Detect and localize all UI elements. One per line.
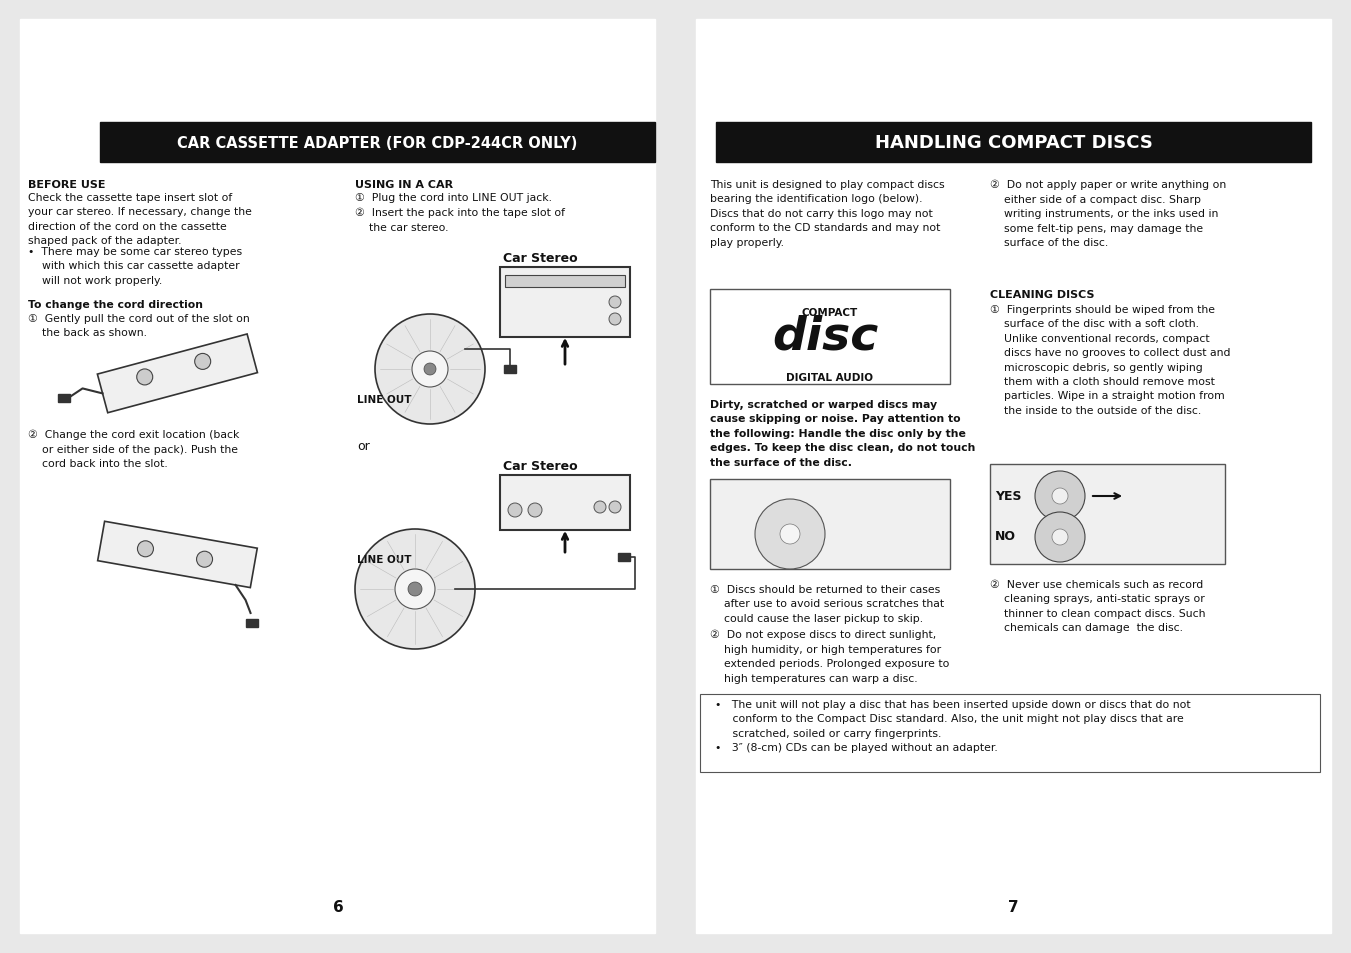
Text: ②  Never use chemicals such as record
    cleaning sprays, anti-static sprays or: ② Never use chemicals such as record cle… xyxy=(990,579,1205,633)
Bar xyxy=(246,619,258,627)
Bar xyxy=(990,464,1225,564)
Text: •   The unit will not play a disc that has been inserted upside down or discs th: • The unit will not play a disc that has… xyxy=(708,700,1190,753)
Circle shape xyxy=(136,370,153,386)
Text: YES: YES xyxy=(994,490,1021,502)
Text: ②  Do not expose discs to direct sunlight,
    high humidity, or high temperatur: ② Do not expose discs to direct sunlight… xyxy=(711,629,950,683)
Circle shape xyxy=(508,503,521,517)
Text: •  There may be some car stereo types
    with which this car cassette adapter
 : • There may be some car stereo types wit… xyxy=(28,247,242,286)
Text: BEFORE USE: BEFORE USE xyxy=(28,180,105,190)
Circle shape xyxy=(528,503,542,517)
Bar xyxy=(700,695,1320,772)
Circle shape xyxy=(780,524,800,544)
Text: NO: NO xyxy=(994,530,1016,542)
Text: LINE OUT: LINE OUT xyxy=(357,555,412,564)
Text: This unit is designed to play compact discs
bearing the identification logo (bel: This unit is designed to play compact di… xyxy=(711,180,944,248)
Circle shape xyxy=(1035,472,1085,521)
Bar xyxy=(505,275,626,288)
Circle shape xyxy=(609,296,621,309)
Circle shape xyxy=(412,352,449,388)
Circle shape xyxy=(394,569,435,609)
Bar xyxy=(504,366,516,374)
Text: or: or xyxy=(357,439,370,453)
Text: Car Stereo: Car Stereo xyxy=(503,459,577,473)
Circle shape xyxy=(1035,513,1085,562)
Circle shape xyxy=(196,552,212,568)
Text: HANDLING COMPACT DISCS: HANDLING COMPACT DISCS xyxy=(874,133,1152,152)
Text: COMPACT: COMPACT xyxy=(802,308,858,317)
Text: ①  Fingerprints should be wiped from the
    surface of the disc with a soft clo: ① Fingerprints should be wiped from the … xyxy=(990,305,1231,416)
Text: USING IN A CAR: USING IN A CAR xyxy=(355,180,453,190)
Circle shape xyxy=(1052,489,1069,504)
Text: ①  Gently pull the cord out of the slot on
    the back as shown.: ① Gently pull the cord out of the slot o… xyxy=(28,314,250,338)
Bar xyxy=(711,479,950,569)
Bar xyxy=(696,20,1331,933)
Text: Dirty, scratched or warped discs may
cause skipping or noise. Pay attention to
t: Dirty, scratched or warped discs may cau… xyxy=(711,399,975,467)
Circle shape xyxy=(609,314,621,326)
Text: LINE OUT: LINE OUT xyxy=(357,395,412,405)
Text: CAR CASSETTE ADAPTER (FOR CDP-244CR ONLY): CAR CASSETTE ADAPTER (FOR CDP-244CR ONLY… xyxy=(177,135,578,151)
Bar xyxy=(617,554,630,561)
Text: ②  Do not apply paper or write anything on
    either side of a compact disc. Sh: ② Do not apply paper or write anything o… xyxy=(990,180,1227,248)
Bar xyxy=(20,20,655,933)
Polygon shape xyxy=(97,521,257,588)
Bar xyxy=(711,290,950,385)
Bar xyxy=(100,123,655,163)
Circle shape xyxy=(138,541,154,558)
Polygon shape xyxy=(97,335,258,414)
Bar xyxy=(500,268,630,337)
Text: To change the cord direction: To change the cord direction xyxy=(28,299,203,310)
Circle shape xyxy=(594,501,607,514)
Bar xyxy=(500,476,630,531)
Text: ②  Change the cord exit location (back
    or either side of the pack). Push the: ② Change the cord exit location (back or… xyxy=(28,430,239,469)
Circle shape xyxy=(355,530,476,649)
Circle shape xyxy=(755,499,825,569)
Text: ①  Discs should be returned to their cases
    after use to avoid serious scratc: ① Discs should be returned to their case… xyxy=(711,584,944,623)
Text: ①  Plug the cord into LINE OUT jack.
②  Insert the pack into the tape slot of
  : ① Plug the cord into LINE OUT jack. ② In… xyxy=(355,193,565,233)
Text: CLEANING DISCS: CLEANING DISCS xyxy=(990,290,1094,299)
Circle shape xyxy=(609,501,621,514)
Circle shape xyxy=(1052,530,1069,545)
Circle shape xyxy=(195,354,211,370)
Text: disc: disc xyxy=(771,314,878,359)
Text: DIGITAL AUDIO: DIGITAL AUDIO xyxy=(786,373,874,382)
Bar xyxy=(58,395,69,403)
Circle shape xyxy=(408,582,422,597)
Text: Check the cassette tape insert slot of
your car stereo. If necessary, change the: Check the cassette tape insert slot of y… xyxy=(28,193,251,246)
Circle shape xyxy=(376,314,485,424)
Text: 7: 7 xyxy=(1008,899,1019,914)
Text: Car Stereo: Car Stereo xyxy=(503,252,577,265)
Text: 6: 6 xyxy=(332,899,343,914)
Circle shape xyxy=(424,364,436,375)
Bar xyxy=(716,123,1310,163)
